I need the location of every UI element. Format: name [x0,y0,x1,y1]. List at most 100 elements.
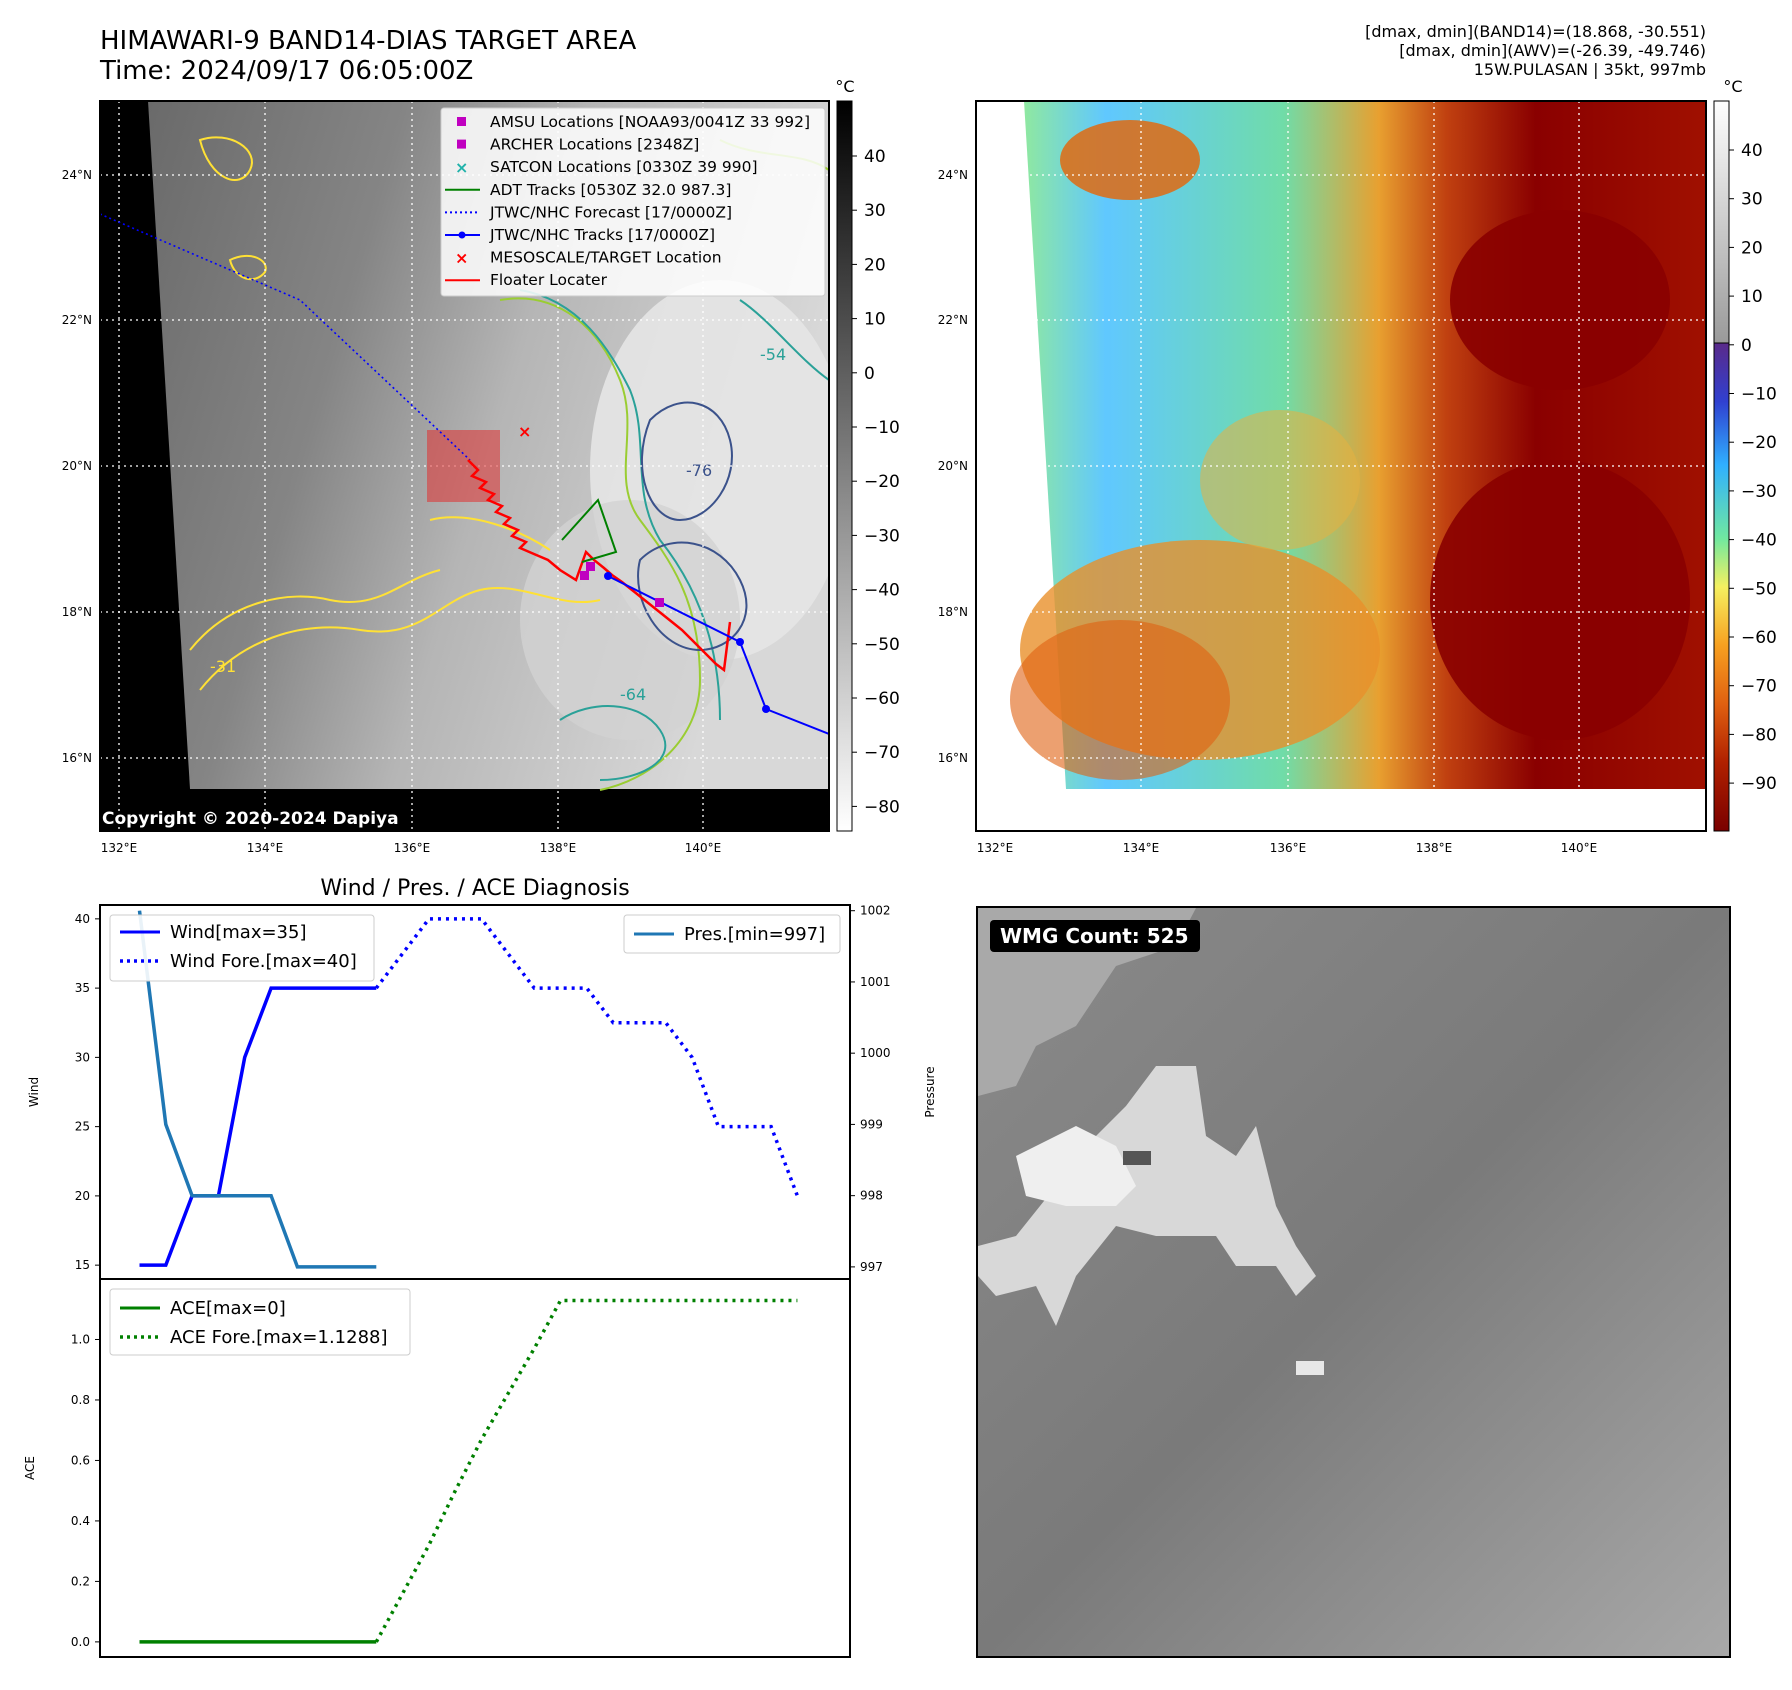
lat-label: 22°N [62,313,92,327]
legend-item: JTWC/NHC Tracks [17/0000Z] [445,226,715,244]
wmg-count-badge [990,920,1200,952]
wind-tick-label: 15 [75,1258,90,1272]
ace-tick-label: 1.0 [71,1332,90,1346]
awv-colorbar-unit: °C [1723,77,1742,96]
legend-wind-fore: Wind Fore.[max=40] [170,951,357,972]
legend-ace: ACE[max=0] [170,1298,286,1319]
copyright-text: Copyright © 2020-2024 Dapiya [102,809,399,829]
legend-label: AMSU Locations [NOAA93/0041Z 33 992] [490,113,810,131]
legend-label: JTWC/NHC Forecast [17/0000Z] [489,203,732,221]
pressure-tick-label: 999 [860,1117,883,1131]
legend-item: × SATCON Locations [0330Z 39 990] [455,158,758,177]
lat-label: 20°N [938,459,968,473]
lat-label: 18°N [62,605,92,619]
colorbar-tick-label: −20 [1741,433,1777,453]
lat-label: 20°N [62,459,92,473]
pressure-tick-label: 998 [860,1189,883,1203]
legend-label: ADT Tracks [0530Z 32.0 987.3] [490,181,731,199]
ace-tick-label: 0.2 [71,1574,90,1588]
awv-colorbar-lower [1713,342,1730,832]
lat-label: 24°N [938,168,968,182]
contour-label: -31 [210,657,236,676]
ir-map-panel: -54 -76 -64 -31 [62,77,1777,855]
wind-axis-label: Wind [27,1077,41,1107]
adt-track [561,498,618,563]
colorbar-tick-label: 10 [864,310,886,330]
ir-colorbar [836,100,853,832]
colorbar-tick-label: −40 [1741,531,1777,551]
series-line [374,917,800,1197]
awv-gridlines [976,101,1706,831]
wind-tick-label: 40 [75,912,90,926]
ir-legend: AMSU Locations [NOAA93/0041Z 33 992] ARCH… [440,107,826,297]
legend-item: JTWC/NHC Forecast [17/0000Z] [445,203,732,221]
legend-item: AMSU Locations [NOAA93/0041Z 33 992] [457,113,810,131]
legend-label: ARCHER Locations [2348Z] [490,136,699,154]
ace-axis-label: ACE [23,1456,37,1480]
ace-legend: ACE[max=0] ACE Fore.[max=1.1288] [109,1288,411,1356]
floater-locater [467,459,732,673]
pressure-tick-label: 1000 [860,1046,891,1060]
colorbar-tick-label: 0 [864,364,875,384]
ace-tick-label: 0.0 [71,1635,90,1649]
lon-label: 140°E [685,841,722,855]
awv-map-frame [975,100,1707,832]
awv-imagery [976,101,1706,831]
lon-label: 136°E [394,841,431,855]
lon-label: 132°E [977,841,1014,855]
legend-wind: Wind[max=35] [170,922,307,943]
info-line-3: 15W.PULASAN | 35kt, 997mb [1473,60,1706,79]
wmg-cold-core [1016,1126,1136,1206]
lon-label: 138°E [1416,841,1453,855]
wmg-image [976,906,1731,1658]
legend-item: ADT Tracks [0530Z 32.0 987.3] [445,181,731,199]
awv-colorbar-upper [1713,100,1730,344]
lon-label: 134°E [247,841,284,855]
ir-axis-labels: 132°E 134°E 136°E 138°E 140°E 24°N 22°N 20°N 18°… [62,168,722,855]
colorbar-tick-label: −60 [864,689,900,709]
colorbar-tick-label: −40 [864,581,900,601]
ace-tick-label: 0.4 [71,1514,90,1528]
jtwc-track [607,575,829,735]
ir-colorbar-ticks: 40 30 20 10 0 −10 −20 −30 −40 −50 −60 −70 −80 [852,147,900,817]
diagnosis-panel: Wind / Pres. / ACE Diagnosis 15 20 25 30 35 4… [23,876,937,1658]
colorbar-tick-label: −70 [1741,677,1777,697]
figure-title: HIMAWARI-9 BAND14-DIAS TARGET AREA Time:… [100,26,636,86]
lat-label: 16°N [938,751,968,765]
awv-colorbar-ticks: 40 30 20 10 0 −10 −20 −30 −40 −50 −60 −70 −80 −90 [1729,141,1777,794]
wmg-count-label: WMG Count: 525 [1000,924,1189,948]
colorbar-tick-label: −50 [1741,579,1777,599]
colorbar-tick-label: −60 [1741,628,1777,648]
awv-axis-labels: 132°E 134°E 136°E 138°E 140°E 24°N 22°N 20°N 18°… [938,168,1598,855]
colorbar-tick-label: 40 [1741,141,1763,161]
legend-item: Floater Locater [445,271,608,289]
wind-tick-label: 30 [75,1050,90,1064]
ace-tick-label: 0.8 [71,1393,90,1407]
colorbar-tick-label: 10 [1741,287,1763,307]
wind-tick-label: 35 [75,981,90,995]
colorbar-tick-label: −90 [1741,774,1777,794]
svg-text:×: × [455,249,468,268]
series-line [139,986,377,1267]
colorbar-tick-label: 20 [864,255,886,275]
lon-label: 132°E [101,841,138,855]
contour-label: -76 [686,461,712,480]
storm-info: [dmax, dmin](BAND14)=(18.868, -30.551) [… [1365,22,1706,79]
title-line-1: HIMAWARI-9 BAND14-DIAS TARGET AREA [100,26,637,56]
ir-map-frame [99,100,830,832]
legend-item: × MESOSCALE/TARGET Location [455,249,722,268]
colorbar-tick-label: −20 [864,472,900,492]
title-line-2: Time: 2024/09/17 06:05:00Z [100,56,474,86]
legend-label: Floater Locater [490,271,608,289]
pressure-tick-label: 1001 [860,975,891,989]
legend-label: MESOSCALE/TARGET Location [490,249,722,267]
svg-text:×: × [518,422,531,441]
legend-pressure: Pres.[min=997] [684,924,825,945]
lat-label: 24°N [62,168,92,182]
contour-label: -54 [760,345,786,364]
info-line-1: [dmax, dmin](BAND14)=(18.868, -30.551) [1365,22,1706,41]
legend-label: JTWC/NHC Tracks [17/0000Z] [489,226,715,244]
lat-label: 18°N [938,605,968,619]
pressure-legend: Pres.[min=997] [623,914,841,954]
lon-label: 136°E [1270,841,1307,855]
